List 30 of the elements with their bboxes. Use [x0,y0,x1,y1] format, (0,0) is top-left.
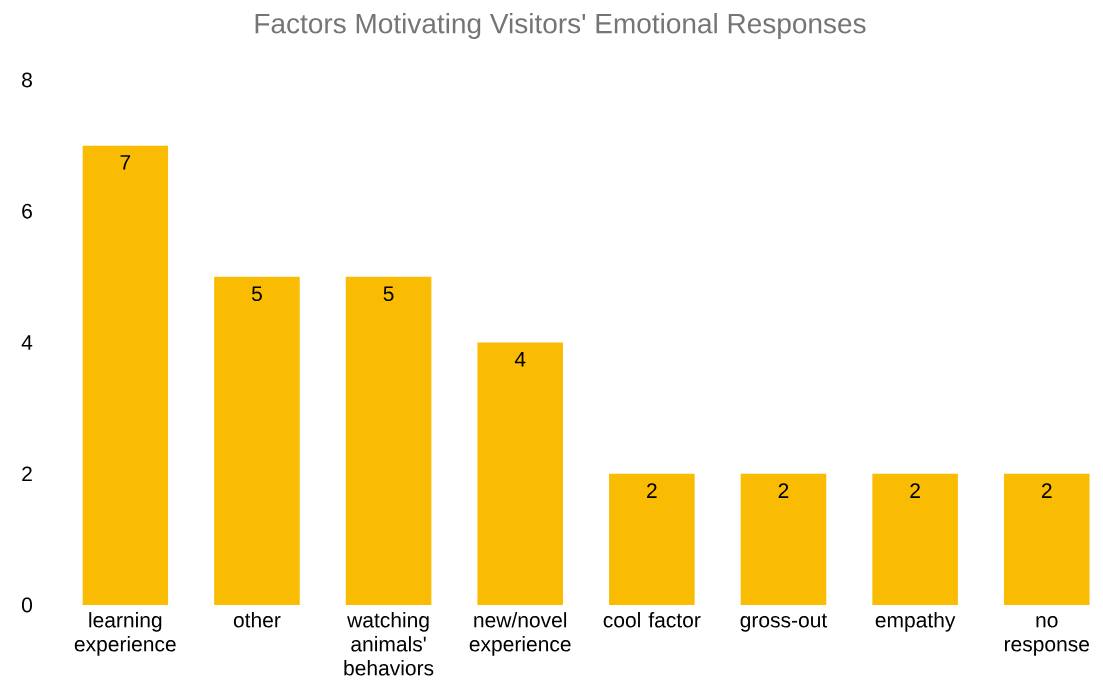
x-tick-label: learning experience [74,612,176,656]
data-label: 2 [910,483,920,498]
data-label: 5 [251,286,262,302]
bar [82,145,169,605]
data-label: 7 [120,155,131,170]
bar [740,473,827,605]
y-tick-label: 2 [22,466,32,482]
bar [477,342,563,605]
x-tick-label: no response [1004,616,1089,656]
y-tick-label: 6 [22,203,32,219]
bar [609,473,695,605]
data-label: 2 [647,483,657,498]
x-tick-label: watching animals' behaviors [344,612,434,676]
data-label: 2 [778,483,789,498]
bar [345,276,432,605]
chart-title: Factors Motivating Visitors' Emotional Responses [255,12,866,40]
data-label: 4 [514,352,526,367]
y-tick-label: 8 [22,72,32,88]
x-tick-label: other [233,612,281,628]
bar [214,276,300,605]
bar [1003,473,1090,605]
x-tick-label: cool factor [603,612,701,628]
x-tick-label: empathy [875,612,956,632]
data-label: 2 [1041,483,1052,498]
x-tick-label: new/novel experience [469,612,571,656]
x-tick-label: gross-out [740,613,828,632]
y-tick-label: 0 [21,597,33,613]
y-tick-label: 4 [21,335,33,350]
bar [872,473,958,605]
data-label: 5 [383,286,394,302]
